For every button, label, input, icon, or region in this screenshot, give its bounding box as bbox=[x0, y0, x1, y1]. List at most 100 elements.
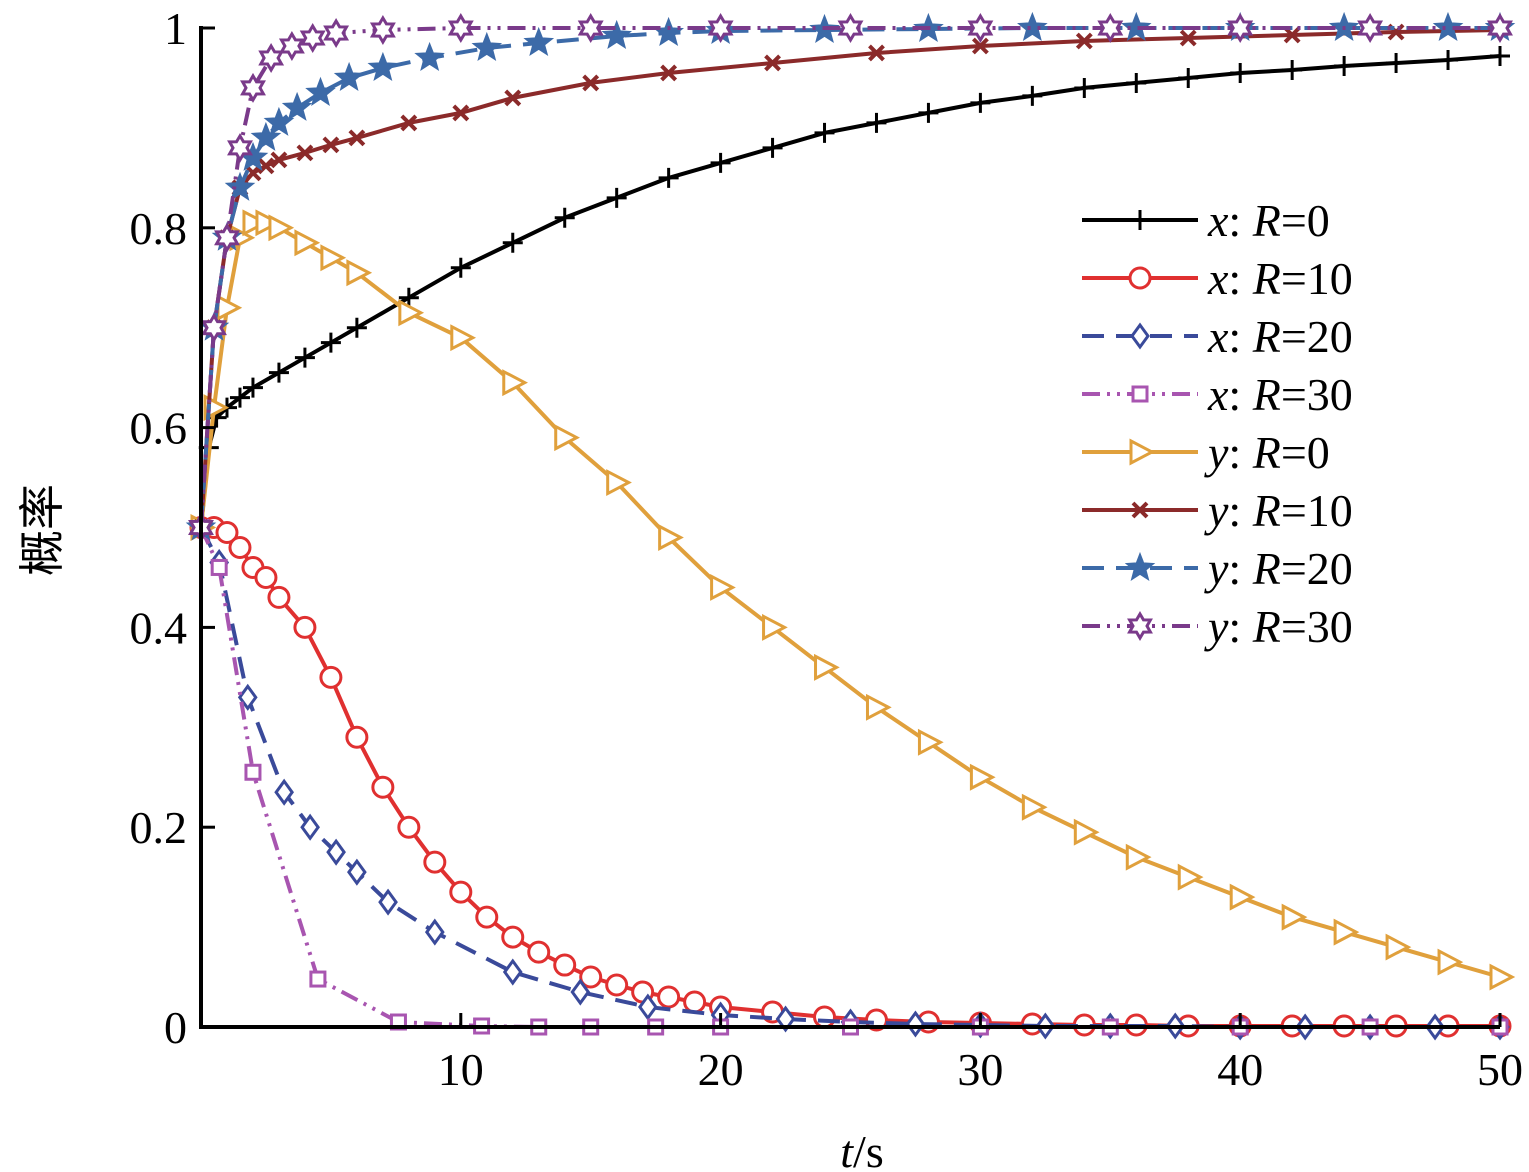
data-point bbox=[638, 993, 658, 1021]
data-point bbox=[319, 665, 343, 689]
data-point bbox=[244, 763, 262, 781]
data-point bbox=[215, 520, 239, 544]
data-point bbox=[1357, 13, 1384, 43]
data-point bbox=[1437, 948, 1464, 976]
data-point bbox=[1017, 11, 1048, 41]
data-point bbox=[398, 287, 419, 308]
data-point bbox=[1487, 13, 1513, 43]
data-point bbox=[214, 222, 240, 253]
data-point bbox=[210, 558, 228, 576]
legend-entry: y: R=0 bbox=[1082, 427, 1330, 478]
legend-marker bbox=[1128, 266, 1152, 290]
legend-label: x: R=0 bbox=[1207, 195, 1330, 246]
data-point bbox=[274, 778, 294, 806]
legend-label: x: R=20 bbox=[1207, 311, 1353, 362]
data-point bbox=[1334, 55, 1355, 76]
data-point bbox=[378, 888, 398, 916]
data-point bbox=[606, 187, 627, 208]
data-point bbox=[323, 18, 350, 48]
data-point bbox=[710, 573, 736, 601]
data-point bbox=[397, 815, 421, 839]
data-point bbox=[228, 535, 252, 559]
data-point bbox=[905, 1010, 926, 1038]
data-point bbox=[1177, 863, 1204, 891]
axes: 10 20 30 40 50 0 0.2 0.4 0.6 0.8 1 bbox=[130, 3, 1524, 1095]
data-point bbox=[527, 940, 551, 964]
data-point bbox=[371, 775, 395, 799]
data-point bbox=[263, 106, 295, 136]
data-point bbox=[868, 44, 885, 62]
y-axis-label: 概率 bbox=[17, 484, 68, 576]
data-point bbox=[250, 121, 282, 151]
data-point bbox=[775, 1005, 796, 1033]
data-point bbox=[658, 167, 679, 188]
legend-entry: x: R=20 bbox=[1082, 311, 1353, 362]
data-point bbox=[367, 51, 399, 81]
data-point bbox=[475, 905, 499, 929]
data-point bbox=[320, 244, 347, 272]
x-tick-label: 30 bbox=[957, 1044, 1003, 1095]
legend-marker bbox=[1131, 501, 1149, 519]
data-point bbox=[255, 209, 282, 237]
legend-label: y: R=20 bbox=[1204, 543, 1353, 594]
data-point bbox=[837, 13, 864, 43]
data-point bbox=[969, 763, 996, 791]
data-point bbox=[554, 207, 575, 228]
data-point bbox=[293, 615, 317, 639]
data-point bbox=[398, 299, 425, 327]
data-point bbox=[866, 112, 887, 133]
y-tick-label: 0.6 bbox=[130, 403, 188, 454]
data-point bbox=[242, 377, 263, 398]
data-point bbox=[1021, 793, 1048, 821]
legend-marker bbox=[1131, 385, 1149, 403]
data-point bbox=[347, 858, 367, 886]
data-point bbox=[502, 232, 523, 253]
data-point bbox=[502, 369, 528, 397]
data-point bbox=[501, 925, 525, 949]
data-point bbox=[523, 26, 555, 56]
data-point bbox=[814, 653, 840, 681]
data-point bbox=[1022, 85, 1043, 106]
data-point bbox=[1230, 62, 1251, 83]
data-point bbox=[414, 41, 445, 71]
legend-marker bbox=[1127, 611, 1153, 641]
data-point bbox=[502, 958, 523, 986]
data-point bbox=[333, 61, 365, 91]
series-1 bbox=[189, 516, 1512, 1038]
series-0 bbox=[191, 45, 1510, 538]
legend-label: y: R=30 bbox=[1204, 601, 1353, 652]
data-point bbox=[237, 683, 258, 711]
data-point bbox=[970, 92, 991, 113]
legend-entry: y: R=20 bbox=[1082, 543, 1353, 594]
data-point bbox=[294, 347, 315, 368]
data-point bbox=[577, 13, 604, 43]
data-point bbox=[1333, 918, 1360, 946]
data-point bbox=[601, 19, 632, 49]
data-point bbox=[244, 164, 262, 182]
x-tick-label: 50 bbox=[1477, 1044, 1523, 1095]
data-point bbox=[268, 214, 295, 242]
data-point bbox=[710, 152, 731, 173]
data-point bbox=[1125, 843, 1152, 871]
data-point bbox=[1097, 13, 1124, 43]
data-point bbox=[305, 76, 336, 107]
data-point bbox=[309, 970, 327, 988]
data-point bbox=[270, 151, 288, 169]
legend-label: y: R=0 bbox=[1204, 427, 1330, 478]
data-point bbox=[570, 978, 591, 1006]
data-point bbox=[605, 973, 629, 997]
y-tick-label: 0 bbox=[164, 1002, 187, 1053]
data-point bbox=[606, 469, 632, 497]
data-point bbox=[224, 171, 256, 201]
data-point bbox=[813, 1005, 837, 1029]
data-point bbox=[504, 89, 522, 107]
data-point bbox=[299, 23, 326, 53]
data-point bbox=[229, 387, 250, 408]
legend: x: R=0 x: R=10 x: R=20 x: R=30 y: R=0 y: R=10… bbox=[1082, 195, 1353, 652]
data-point bbox=[1121, 11, 1152, 41]
legend-entry: x: R=0 bbox=[1082, 195, 1330, 246]
data-point bbox=[658, 524, 684, 551]
data-point bbox=[294, 229, 321, 257]
legend-entry: y: R=30 bbox=[1082, 601, 1353, 652]
data-point bbox=[348, 129, 366, 147]
